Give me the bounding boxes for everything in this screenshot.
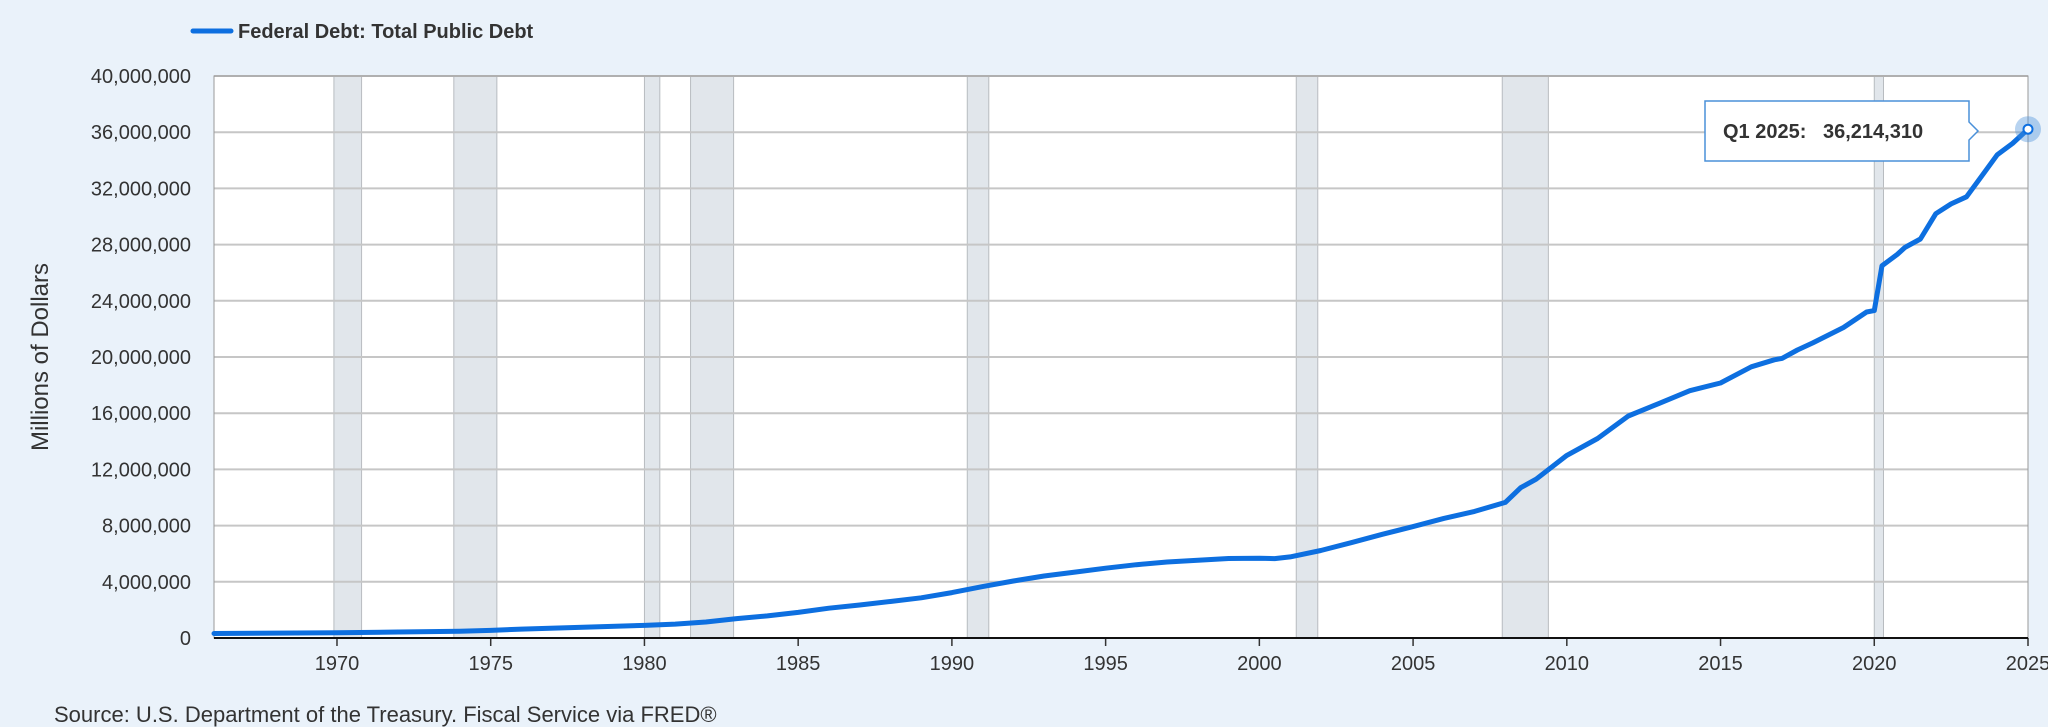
x-tick-label: 1985 (776, 653, 821, 675)
x-tick-label: 2000 (1237, 653, 1282, 675)
tooltip-value: 36,214,310 (1823, 121, 1923, 143)
y-tick-label: 16,000,000 (91, 403, 191, 425)
x-tick-label: 1970 (315, 653, 360, 675)
x-tick-label: 2025 (2006, 653, 2048, 675)
y-tick-label: 40,000,000 (91, 66, 191, 88)
legend[interactable]: Federal Debt: Total Public Debt (190, 21, 534, 43)
x-tick-label: 1975 (468, 653, 513, 675)
x-ticks (336, 638, 2029, 646)
series-lines (211, 126, 2031, 636)
tooltip-box (1704, 100, 1980, 162)
y-tick-label: 36,000,000 (91, 122, 191, 144)
y-tick-label: 24,000,000 (91, 291, 191, 313)
x-tick-labels: 1970 1975 1980 1985 1990 1995 2000 2005 2010 2015… (315, 653, 2048, 675)
y-tick-label: 20,000,000 (91, 347, 191, 369)
y-tick-label: 8,000,000 (102, 516, 191, 538)
x-tick-label: 2010 (1545, 653, 1590, 675)
y-tick-label: 28,000,000 (91, 235, 191, 257)
legend-label: Federal Debt: Total Public Debt (238, 21, 534, 43)
y-tick-label: 4,000,000 (102, 572, 191, 594)
x-tick-label: 1990 (930, 653, 975, 675)
y-axis-label: Millions of Dollars (27, 263, 54, 451)
y-tick-labels: 0 4,000,000 8,000,000 12,000,000 16,000,000 2… (91, 66, 191, 650)
tooltip-period: Q1 2025: (1723, 121, 1806, 143)
x-tick-label: 2005 (1391, 653, 1436, 675)
series-line-1 (211, 126, 2031, 636)
hover-marker (2015, 116, 2041, 143)
x-tick-label: 1995 (1083, 653, 1128, 675)
y-tick-label: 0 (180, 628, 191, 650)
y-tick-label: 32,000,000 (91, 178, 191, 200)
y-tick-label: 12,000,000 (91, 459, 191, 481)
x-tick-label: 2020 (1852, 653, 1897, 675)
tooltip: Q1 2025: 36,214,310 (1704, 100, 1980, 162)
hover-marker-point (2022, 123, 2034, 135)
x-tick-label: 1980 (622, 653, 667, 675)
x-tick-label: 2015 (1698, 653, 1743, 675)
source-note: Source: U.S. Department of the Treasury.… (54, 702, 717, 727)
